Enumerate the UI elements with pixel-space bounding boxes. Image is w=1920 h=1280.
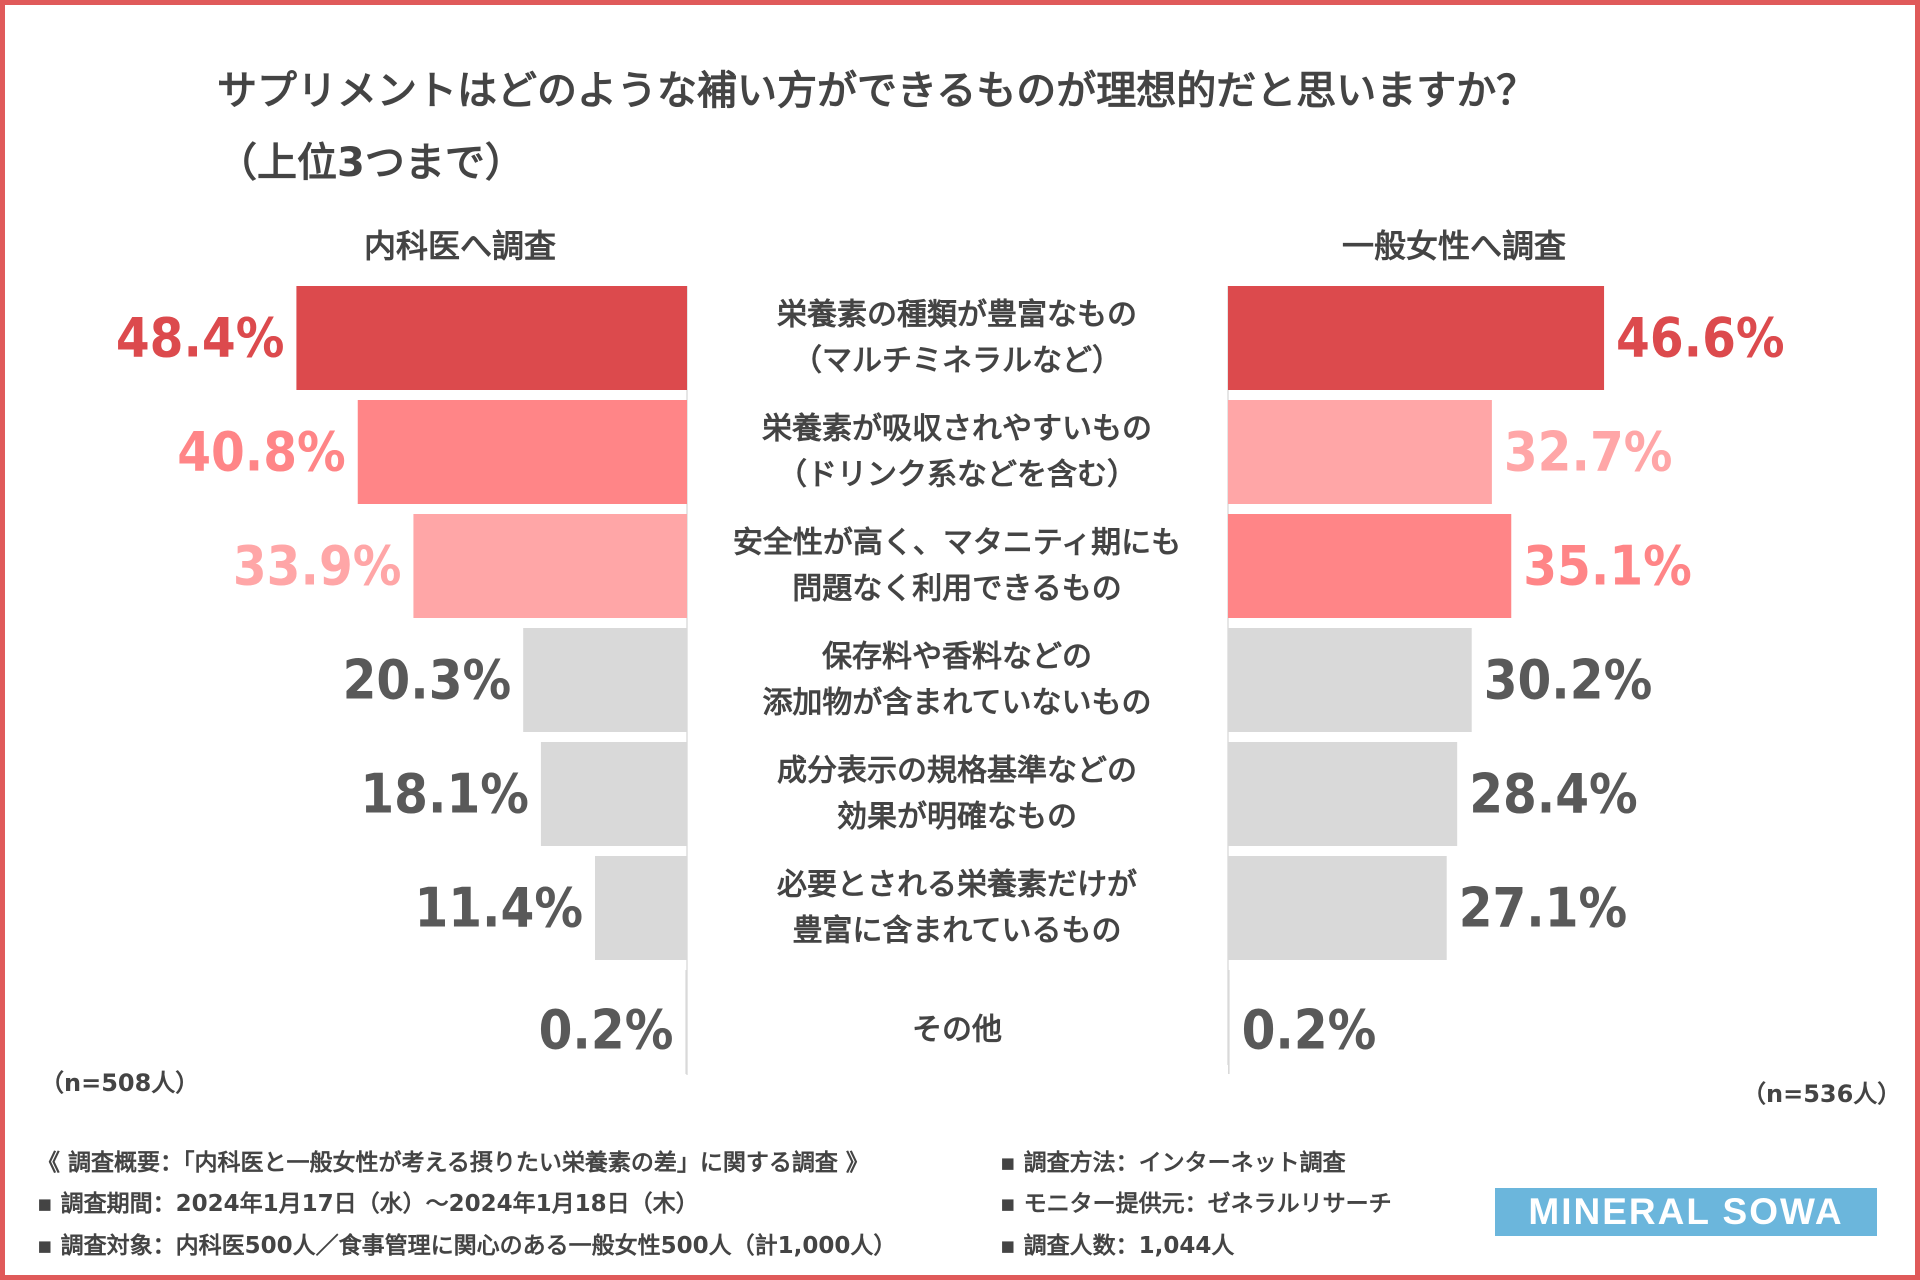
left-bar xyxy=(413,514,687,618)
left-value-label: 33.9% xyxy=(233,535,402,598)
right-panel-title: 一般女性へ調査 xyxy=(1341,227,1566,265)
category-label: 成分表示の規格基準などの xyxy=(777,754,1137,789)
right-bar xyxy=(1228,628,1472,732)
category-label: 問題なく利用できるもの xyxy=(792,572,1121,607)
category-label: （マルチミネラルなど） xyxy=(792,344,1122,379)
category-label: 栄養素が吸収されやすいもの xyxy=(762,412,1152,447)
left-bar xyxy=(357,400,687,504)
survey-period: ▪ 調査期間：2024年1月17日（水）～2024年1月18日（木） xyxy=(37,1191,699,1217)
category-label: 効果が明確なもの xyxy=(837,800,1077,835)
left-bar xyxy=(296,286,687,390)
left-sample-size: （n=508人） xyxy=(40,1069,200,1097)
category-label: （ドリンク系などを含む） xyxy=(777,458,1137,493)
left-bar xyxy=(523,628,687,732)
category-label: 安全性が高く、マタニティ期にも xyxy=(733,526,1181,561)
survey-overview: 《 調査概要：「内科医と一般女性が考える摂りたい栄養素の差」に関する調査 》 xyxy=(37,1150,869,1176)
category-label: 添加物が含まれていないもの xyxy=(762,686,1151,721)
left-panel-title: 内科医へ調査 xyxy=(363,227,556,265)
right-value-label: 46.6% xyxy=(1616,307,1785,370)
chart-subtitle: （上位3つまで） xyxy=(217,140,525,186)
right-value-label: 27.1% xyxy=(1459,877,1628,940)
right-bar xyxy=(1228,856,1447,960)
category-label: その他 xyxy=(912,1013,1002,1048)
left-value-label: 18.1% xyxy=(360,763,529,826)
right-value-label: 28.4% xyxy=(1469,763,1638,826)
mineral-sowa-logo: MINERAL SOWA xyxy=(1495,1188,1877,1236)
left-bar xyxy=(685,970,687,1074)
right-bar xyxy=(1228,400,1492,504)
category-label: 栄養素の種類が豊富なもの xyxy=(777,298,1137,333)
right-value-label: 32.7% xyxy=(1504,421,1673,484)
right-bar xyxy=(1228,970,1230,1074)
right-bar xyxy=(1228,514,1512,618)
left-value-label: 0.2% xyxy=(539,999,674,1062)
left-value-label: 11.4% xyxy=(414,877,583,940)
right-sample-size: （n=536人） xyxy=(1742,1080,1902,1108)
right-bar xyxy=(1228,742,1458,846)
monitor-provider: ▪ モニター提供元：ゼネラルリサーチ xyxy=(1000,1191,1392,1217)
left-value-label: 20.3% xyxy=(343,649,512,712)
survey-target: ▪ 調査対象：内科医500人／食事管理に関心のある一般女性500人（計1,000… xyxy=(37,1233,897,1259)
right-value-label: 35.1% xyxy=(1523,535,1692,598)
chart-title: サプリメントはどのような補い方ができるものが理想的だと思いますか？ xyxy=(217,68,1537,114)
left-bar xyxy=(540,742,687,846)
right-bar xyxy=(1228,286,1605,390)
right-value-label: 0.2% xyxy=(1242,999,1377,1062)
survey-method: ▪ 調査方法：インターネット調査 xyxy=(1000,1150,1346,1176)
category-label: 保存料や香料などの xyxy=(822,640,1092,675)
left-bar xyxy=(595,856,687,960)
right-value-label: 30.2% xyxy=(1484,649,1653,712)
survey-count: ▪ 調査人数：1,044人 xyxy=(1000,1233,1235,1259)
category-label: 必要とされる栄養素だけが xyxy=(777,868,1137,903)
left-value-label: 48.4% xyxy=(116,307,285,370)
category-label: 豊富に含まれているもの xyxy=(792,914,1121,949)
left-value-label: 40.8% xyxy=(177,421,346,484)
